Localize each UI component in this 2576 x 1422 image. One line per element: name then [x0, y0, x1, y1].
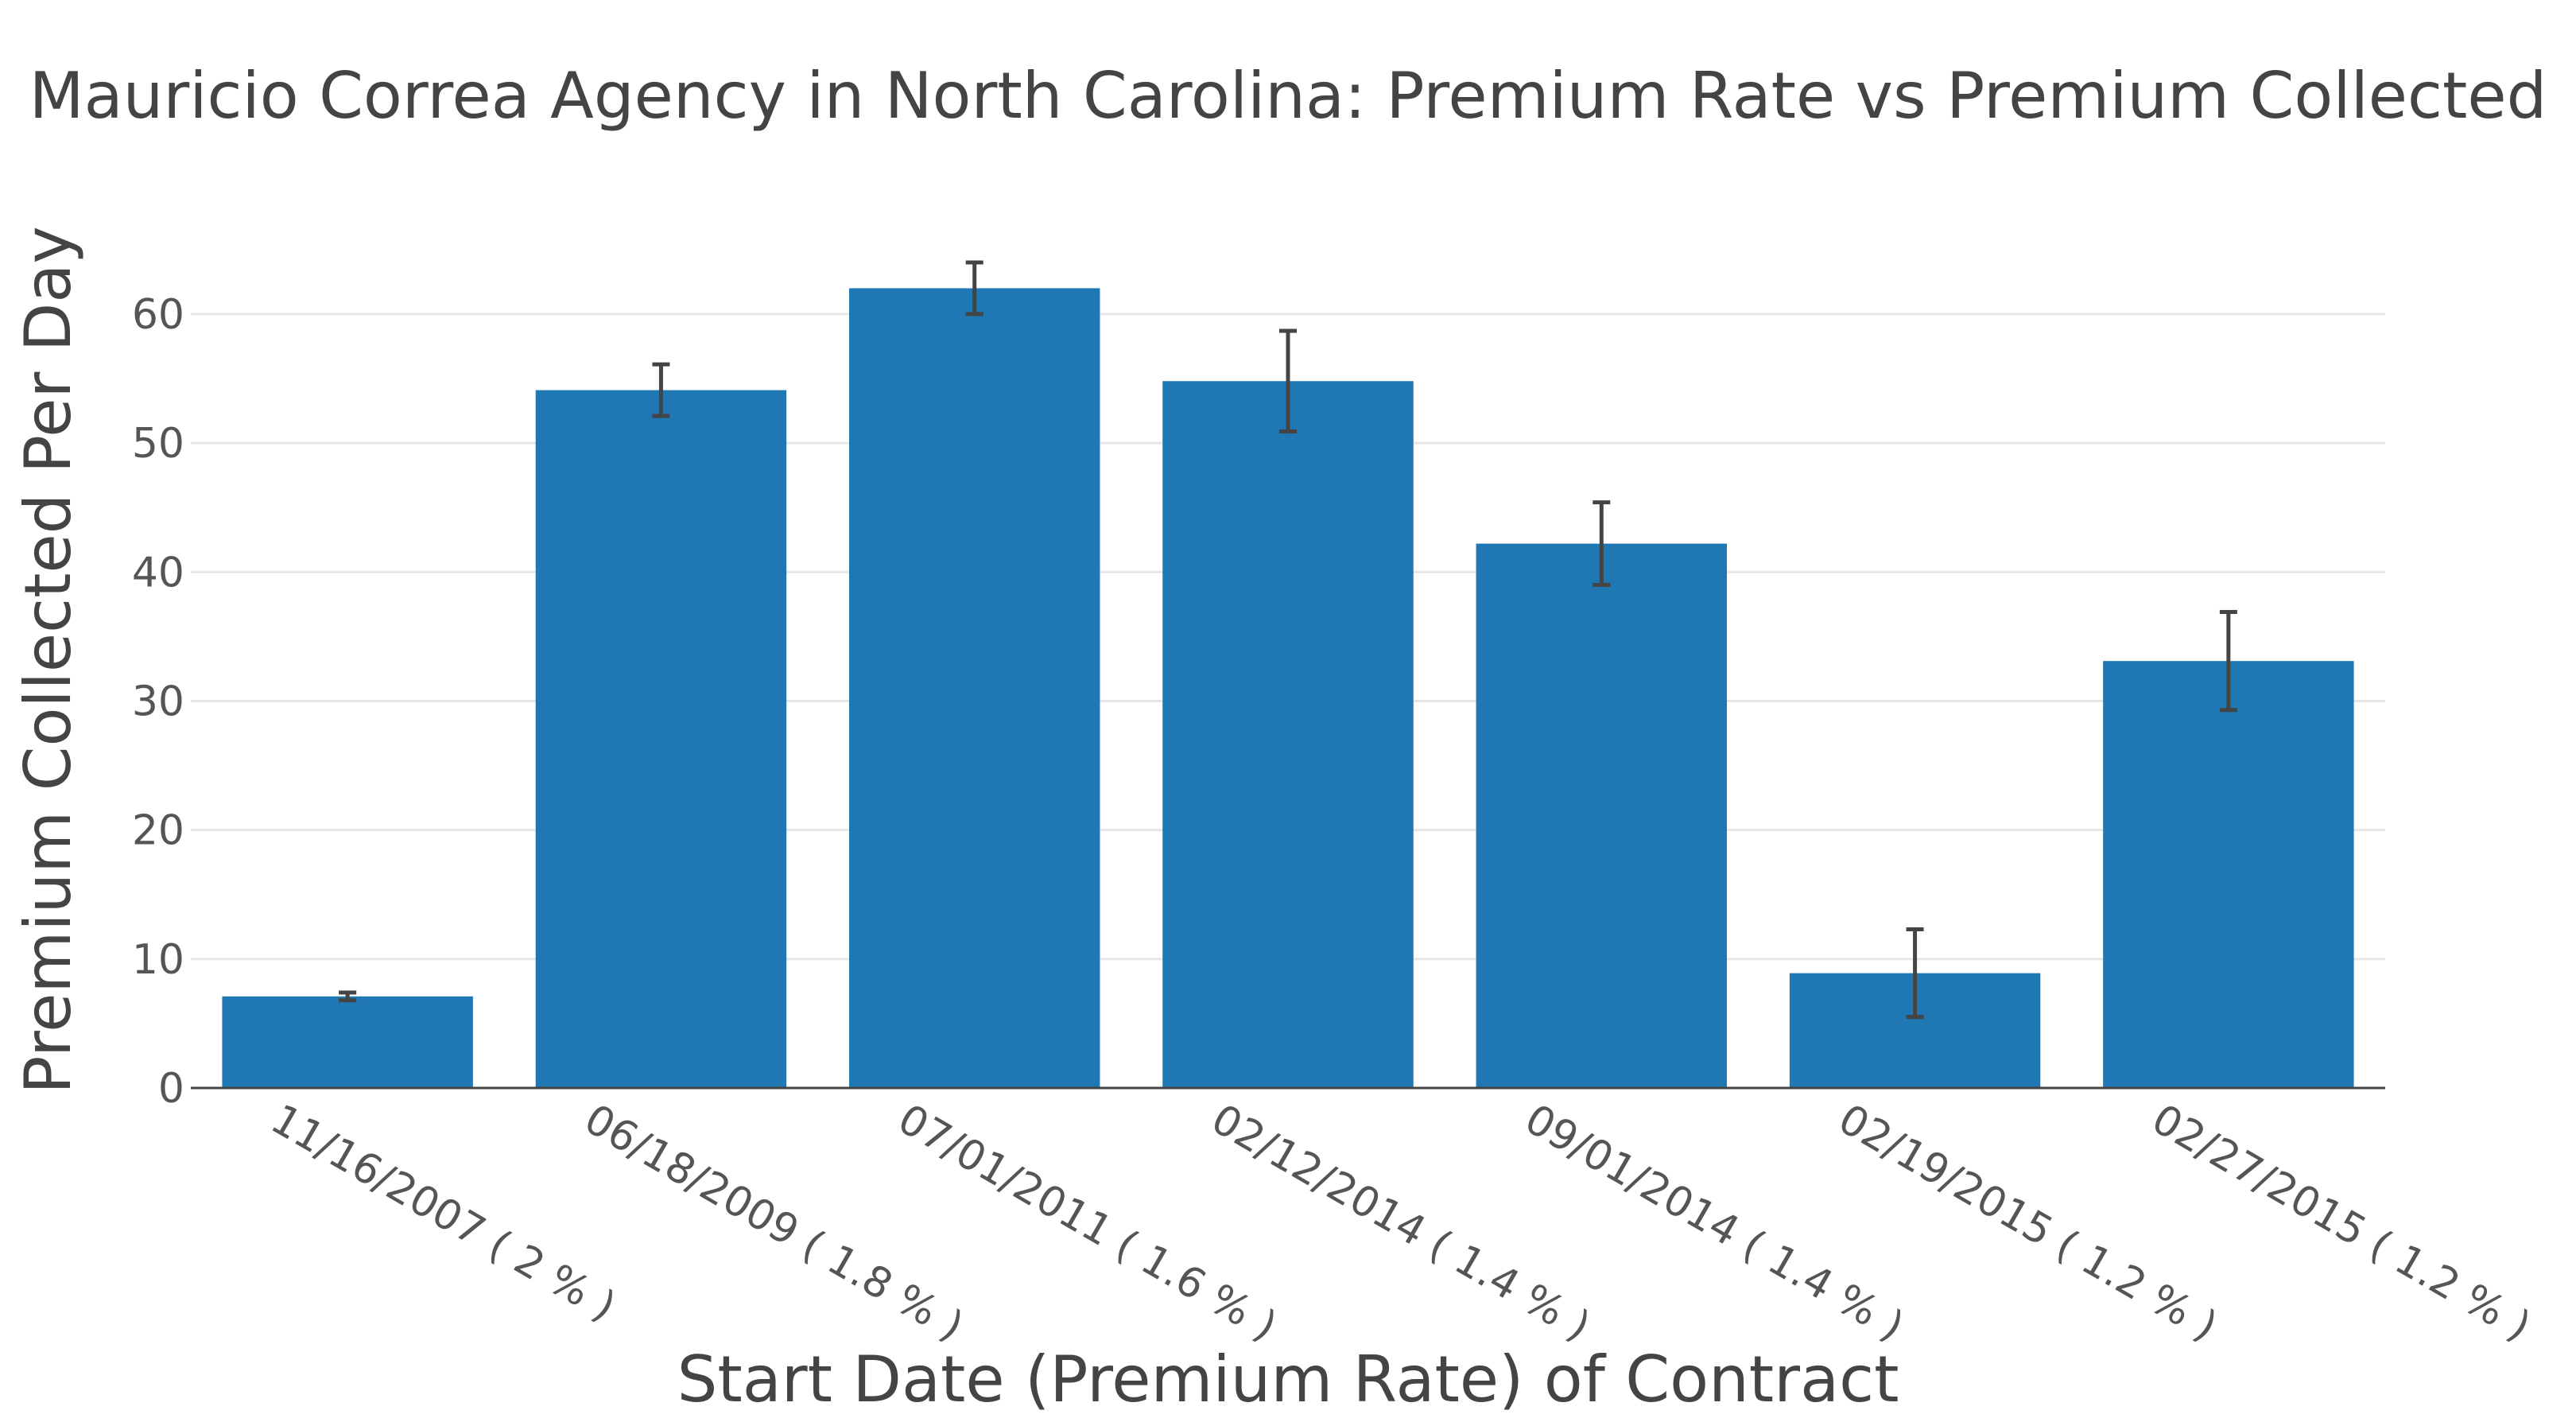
x-tick-labels: 11/16/2007 ( 2 % )06/18/2009 ( 1.8 % )07…: [263, 1095, 2539, 1350]
error-bar: [652, 362, 670, 418]
chart-title: Mauricio Correa Agency in North Carolina…: [29, 59, 2547, 133]
y-tick-label: 50: [132, 420, 184, 468]
error-bar: [339, 990, 357, 1003]
y-tick-label: 60: [132, 291, 184, 339]
y-tick-label: 0: [158, 1065, 184, 1113]
error-bar: [1906, 927, 1924, 1020]
y-tick-label: 10: [132, 936, 184, 984]
bar: [1476, 543, 1727, 1088]
bar: [535, 390, 787, 1088]
bars: [222, 288, 2354, 1088]
bar: [849, 288, 1100, 1088]
y-tick-label: 20: [132, 807, 184, 855]
error-bar: [1279, 328, 1297, 433]
error-bars: [339, 260, 2237, 1020]
x-axis-title: Start Date (Premium Rate) of Contract: [677, 1342, 1899, 1416]
bar: [1162, 381, 1414, 1088]
y-tick-label: 40: [132, 549, 184, 596]
bar: [2103, 661, 2354, 1088]
bar: [222, 996, 473, 1088]
error-bar: [2219, 610, 2237, 713]
x-tick-label: 11/16/2007 ( 2 % ): [263, 1095, 623, 1331]
error-bar: [965, 260, 983, 317]
error-bar: [1593, 500, 1611, 587]
y-tick-label: 30: [132, 678, 184, 725]
y-axis-title: Premium Collected Per Day: [11, 226, 85, 1094]
y-tick-labels: 0 10 20 30 40 50 60: [132, 291, 184, 1113]
